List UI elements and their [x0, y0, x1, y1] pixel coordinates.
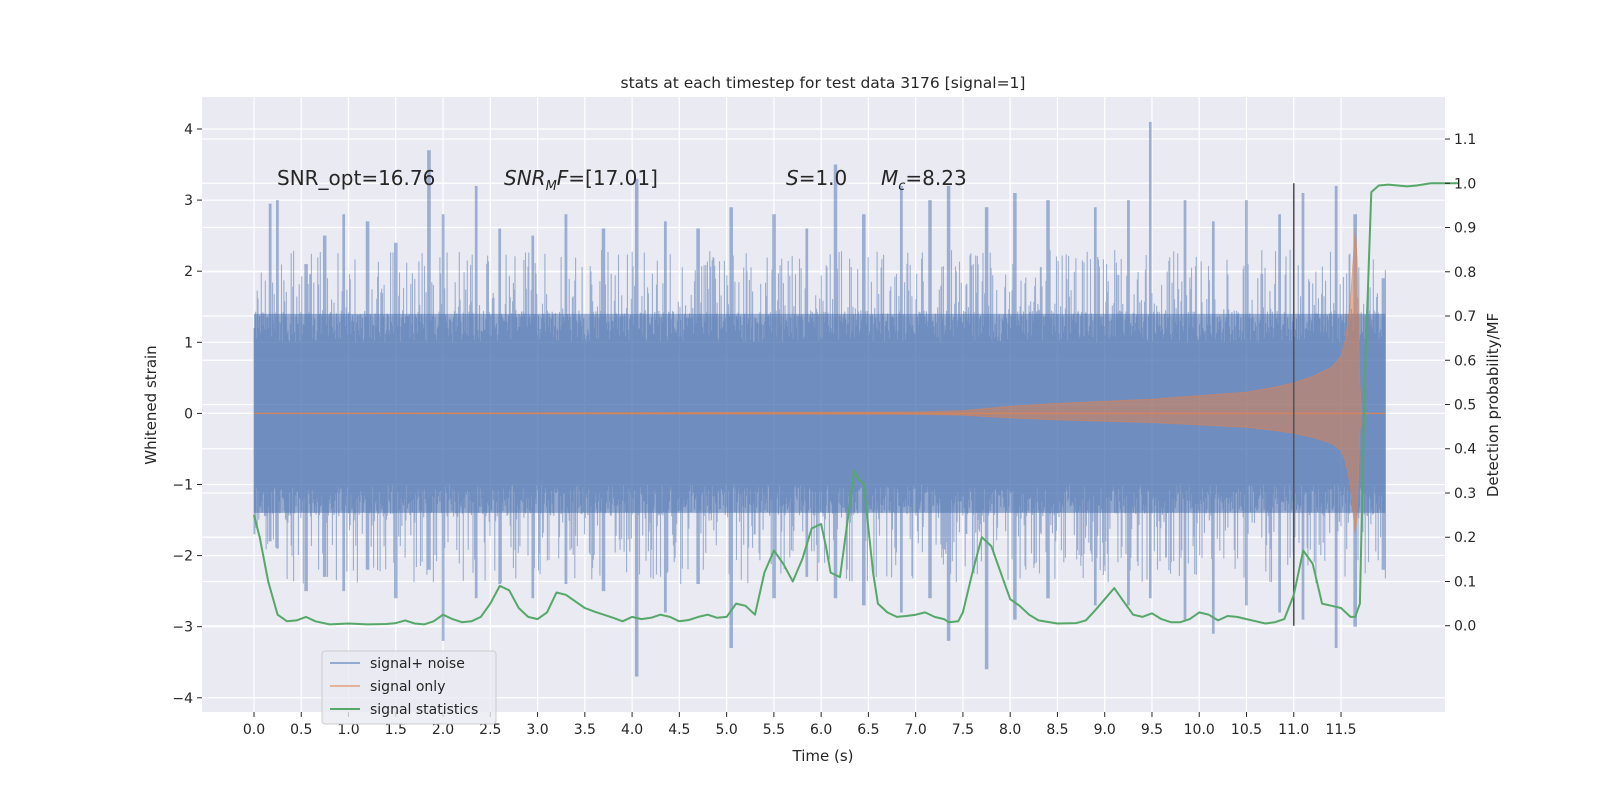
y-right-tick-label: 1.1 — [1454, 132, 1476, 148]
legend-box — [321, 650, 497, 725]
y-left-tick-label: 0 — [184, 406, 193, 422]
x-tick-label: 10.5 — [1231, 722, 1262, 738]
annotation-mc: Mc=8.23 — [881, 166, 967, 194]
series-signal-only — [253, 228, 1386, 534]
mc-subscript: c — [898, 179, 905, 194]
y-right-tick-label: 0.7 — [1454, 309, 1476, 325]
signal-statistics-line — [253, 182, 1460, 626]
s-symbol: S — [786, 166, 799, 190]
x-tick-label: 1.0 — [337, 722, 359, 738]
s-value: =1.0 — [799, 166, 848, 190]
y-left-tick-label: −1 — [172, 477, 193, 493]
chart-title: stats at each timestep for test data 317… — [621, 74, 1026, 92]
x-tick-label: 7.0 — [905, 722, 927, 738]
y-right-tick-label: 0.6 — [1454, 353, 1476, 369]
legend-label-signal-statistics: signal statistics — [370, 702, 478, 718]
y-left-tick-label: −3 — [172, 620, 193, 636]
y-left-tick-label: −4 — [172, 691, 193, 707]
legend-label-signal-only: signal only — [370, 679, 445, 695]
tick-marks: 0.0 0.5 1.0 1.5 2.0 2.5 3.0 3.5 4.0 4.5 5.0 5.5 6.0 6… — [172, 122, 1476, 738]
y-right-tick-label: 0.4 — [1454, 442, 1476, 458]
x-tick-label: 5.5 — [763, 722, 785, 738]
snr-mf-symbol: SNR — [504, 166, 546, 190]
y-left-tick-label: 2 — [184, 264, 193, 280]
x-tick-label: 4.0 — [621, 722, 643, 738]
legend: signal+ noise signal only signal statist… — [321, 650, 497, 725]
y-left-tick-label: 1 — [184, 335, 193, 351]
y-right-tick-label: 0.5 — [1454, 398, 1476, 414]
legend-label-signal-noise: signal+ noise — [370, 656, 465, 672]
y-right-tick-label: 0.3 — [1454, 486, 1476, 502]
mc-symbol: M — [881, 166, 898, 190]
y-left-tick-label: −2 — [172, 549, 193, 565]
x-tick-label: 7.5 — [952, 722, 974, 738]
y-right-tick-label: 0.2 — [1454, 530, 1476, 546]
annotation-snr-mf: SNRMF=[17.01] — [504, 166, 658, 194]
y-right-tick-label: 0.9 — [1454, 221, 1476, 237]
x-tick-label: 0.0 — [243, 722, 265, 738]
y-axis-label-right: Detection probability/MF — [1484, 313, 1502, 497]
y-right-tick-label: 0.0 — [1454, 619, 1476, 635]
x-tick-label: 11.5 — [1325, 722, 1356, 738]
snr-mf-suffix: F — [557, 166, 569, 190]
annotation-snr-opt: SNR_opt=16.76 — [277, 166, 435, 190]
x-tick-label: 3.5 — [574, 722, 596, 738]
y-right-tick-label: 1.0 — [1454, 176, 1476, 192]
x-tick-label: 9.0 — [1094, 722, 1116, 738]
snr-mf-value: =[17.01] — [568, 166, 658, 190]
series-signal-statistics — [253, 182, 1460, 626]
x-tick-label: 8.0 — [999, 722, 1021, 738]
x-axis-label: Time (s) — [792, 747, 854, 765]
x-tick-label: 3.0 — [526, 722, 548, 738]
y-left-tick-label: 4 — [184, 122, 193, 138]
plot-layer — [253, 121, 1460, 677]
y-right-tick-label: 0.8 — [1454, 265, 1476, 281]
x-tick-label: 1.5 — [385, 722, 407, 738]
x-tick-label: 2.0 — [432, 722, 454, 738]
x-tick-label: 0.5 — [290, 722, 312, 738]
signal-envelope — [253, 228, 1386, 534]
x-tick-label: 10.0 — [1184, 722, 1215, 738]
x-tick-label: 11.0 — [1278, 722, 1309, 738]
x-tick-label: 6.5 — [857, 722, 879, 738]
x-tick-label: 8.5 — [1046, 722, 1068, 738]
x-tick-label: 5.0 — [715, 722, 737, 738]
y-axis-label-left: Whitened strain — [142, 345, 160, 464]
y-right-tick-label: 0.1 — [1454, 574, 1476, 590]
x-tick-label: 6.0 — [810, 722, 832, 738]
x-tick-label: 9.5 — [1141, 722, 1163, 738]
snr-mf-subscript: M — [546, 179, 557, 194]
y-left-tick-label: 3 — [184, 193, 193, 209]
x-tick-label: 4.5 — [668, 722, 690, 738]
annotation-s: S=1.0 — [786, 166, 847, 190]
mc-value: =8.23 — [905, 166, 966, 190]
x-tick-label: 2.5 — [479, 722, 501, 738]
